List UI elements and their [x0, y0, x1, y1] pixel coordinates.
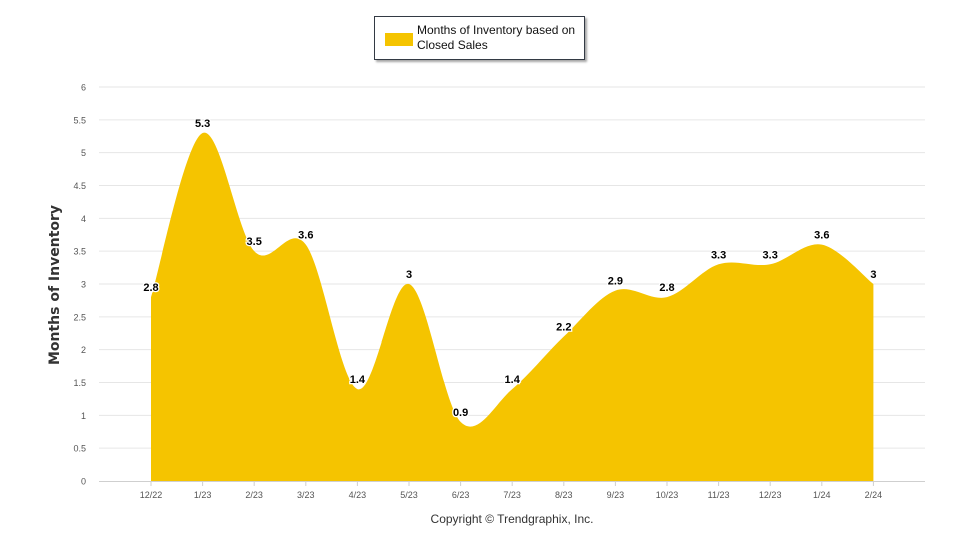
area-fill[interactable] — [151, 132, 874, 481]
y-tick-label: 0 — [81, 477, 86, 487]
data-label: 2.8 — [143, 282, 158, 294]
y-tick-label: 0.5 — [73, 444, 86, 454]
x-tick-label: 6/23 — [452, 490, 470, 500]
data-point[interactable] — [303, 242, 309, 248]
data-label: 5.3 — [195, 118, 210, 130]
x-tick-label: 10/23 — [656, 490, 679, 500]
data-point[interactable] — [664, 294, 670, 300]
data-point[interactable] — [819, 242, 825, 248]
y-tick-label: 4 — [81, 214, 86, 224]
data-point[interactable] — [406, 281, 412, 287]
data-label: 3.6 — [814, 230, 829, 242]
x-tick-label: 2/24 — [865, 490, 883, 500]
data-point[interactable] — [870, 281, 876, 287]
data-label: 3 — [406, 269, 412, 281]
x-tick-label: 7/23 — [503, 490, 521, 500]
axes: 0 0.5 1 1.5 2 2.5 3 3.5 4 4.5 5 5.5 6 12/22 1/23 2/23 3/… — [73, 83, 925, 500]
data-label: 3 — [870, 269, 876, 281]
y-tick-label: 1.5 — [73, 378, 86, 388]
data-label: 1.4 — [350, 374, 366, 386]
data-point[interactable] — [251, 248, 257, 254]
x-tick-label: 12/23 — [759, 490, 782, 500]
data-point[interactable] — [509, 386, 515, 392]
y-tick-label: 5 — [81, 148, 86, 158]
x-tick-label: 3/23 — [297, 490, 315, 500]
copyright-text: Copyright © Trendgraphix, Inc. — [430, 512, 594, 526]
data-point[interactable] — [148, 294, 154, 300]
data-label: 2.2 — [556, 322, 571, 334]
data-point[interactable] — [354, 386, 360, 392]
y-tick-label: 1 — [81, 411, 86, 421]
x-tick-label: 1/24 — [813, 490, 831, 500]
data-label: 3.3 — [763, 249, 778, 261]
y-tick-label: 2 — [81, 345, 86, 355]
x-tick-label: 11/23 — [708, 490, 730, 500]
y-axis-title: Months of Inventory — [47, 205, 63, 365]
data-labels: 2.8 5.3 3.5 3.6 1.4 3 0.9 1.4 2.2 2.9 2.8 3.3 3.3 3.6… — [142, 117, 878, 425]
x-tick-label: 2/23 — [245, 490, 263, 500]
data-label: 0.9 — [453, 407, 468, 419]
x-tick-label: 9/23 — [607, 490, 625, 500]
data-label: 3.3 — [711, 249, 726, 261]
legend-swatch — [385, 33, 413, 46]
legend-label: Months of Inventory based on Closed Sale… — [417, 23, 576, 52]
data-point[interactable] — [716, 261, 722, 267]
y-tick-label: 4.5 — [73, 181, 86, 191]
data-point[interactable] — [767, 261, 773, 267]
y-tick-label: 5.5 — [73, 115, 86, 125]
legend[interactable]: Months of Inventory based on Closed Sale… — [374, 16, 585, 60]
data-label: 3.5 — [247, 236, 262, 248]
data-label: 2.8 — [659, 282, 674, 294]
x-tick-label: 1/23 — [194, 490, 212, 500]
area-series — [151, 132, 874, 481]
x-tick-label: 5/23 — [400, 490, 418, 500]
data-point[interactable] — [458, 419, 464, 425]
y-tick-label: 3 — [81, 280, 86, 290]
x-tick-label: 4/23 — [349, 490, 367, 500]
y-tick-label: 6 — [81, 83, 86, 93]
data-label: 2.9 — [608, 276, 623, 288]
data-label: 1.4 — [505, 374, 521, 386]
y-tick-label: 2.5 — [73, 312, 86, 322]
x-tick-label: 8/23 — [555, 490, 573, 500]
y-tick-label: 3.5 — [73, 247, 86, 257]
x-tick-label: 12/22 — [140, 490, 163, 500]
data-point[interactable] — [561, 334, 567, 340]
data-label: 3.6 — [298, 230, 313, 242]
data-point[interactable] — [612, 288, 618, 294]
data-point[interactable] — [200, 130, 206, 136]
